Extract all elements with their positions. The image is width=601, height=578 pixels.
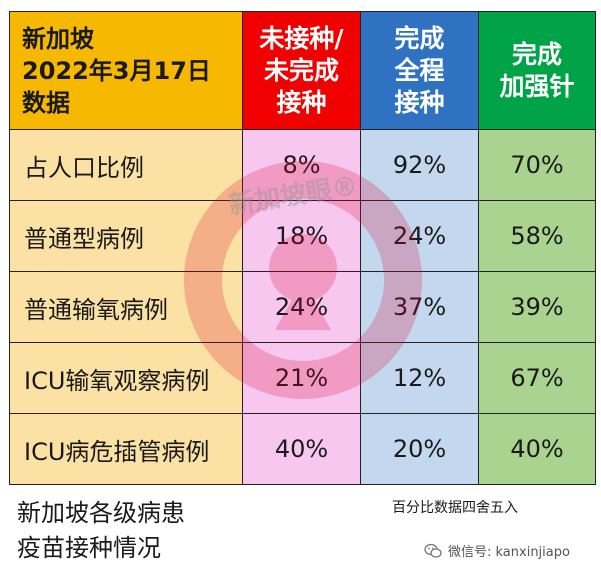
value-cell: 20%	[360, 413, 479, 485]
value-cell: 58%	[478, 200, 596, 272]
corner-line: 2022年3月17日	[22, 56, 211, 85]
value-cell: 40%	[478, 413, 596, 485]
header-boosted: 完成 加强针	[478, 11, 596, 130]
wechat-id: 微信号: kanxinjiapo	[424, 541, 570, 560]
value-cell: 21%	[242, 342, 361, 414]
caption: 新加坡各级病患 疫苗接种情况	[17, 496, 185, 566]
wechat-icon	[424, 543, 442, 558]
header-line: 未接种/	[259, 23, 344, 53]
vaccination-stats-table: 新加坡 2022年3月17日 数据 未接种/ 未完成 接种 完成 全程 接种 完…	[9, 11, 596, 485]
corner-line: 新加坡	[22, 24, 94, 53]
header-line: 全程	[394, 55, 445, 85]
table-row: 普通型病例 18% 24% 58%	[9, 200, 596, 272]
value-cell: 70%	[478, 129, 596, 201]
table-row: ICU输氧观察病例 21% 12% 67%	[9, 342, 596, 414]
table-row: 普通输氧病例 24% 37% 39%	[9, 271, 596, 343]
value-cell: 24%	[242, 271, 361, 343]
caption-line: 疫苗接种情况	[17, 534, 161, 562]
row-label: 普通型病例	[9, 200, 243, 272]
header-fully-vaccinated: 完成 全程 接种	[360, 11, 479, 130]
wechat-text: 微信号: kanxinjiapo	[448, 545, 570, 560]
header-unvaccinated: 未接种/ 未完成 接种	[242, 11, 361, 130]
row-label: 普通输氧病例	[9, 271, 243, 343]
corner-header: 新加坡 2022年3月17日 数据	[9, 11, 243, 130]
value-cell: 37%	[360, 271, 479, 343]
value-cell: 92%	[360, 129, 479, 201]
row-label: ICU输氧观察病例	[9, 342, 243, 414]
header-line: 完成	[511, 39, 562, 69]
value-cell: 24%	[360, 200, 479, 272]
row-label: 占人口比例	[9, 129, 243, 201]
table-row: ICU病危插管病例 40% 20% 40%	[9, 413, 596, 485]
value-cell: 40%	[242, 413, 361, 485]
header-line: 加强针	[499, 71, 575, 101]
table-row: 占人口比例 8% 92% 70%	[9, 129, 596, 201]
value-cell: 12%	[360, 342, 479, 414]
value-cell: 67%	[478, 342, 596, 414]
corner-line: 数据	[22, 88, 70, 117]
header-line: 接种	[394, 87, 445, 117]
header-row: 新加坡 2022年3月17日 数据 未接种/ 未完成 接种 完成 全程 接种 完…	[9, 11, 596, 130]
value-cell: 39%	[478, 271, 596, 343]
rounding-note: 百分比数据四舍五入	[392, 500, 518, 516]
header-line: 未完成	[263, 55, 339, 85]
header-line: 完成	[394, 23, 445, 53]
caption-line: 新加坡各级病患	[17, 499, 185, 527]
value-cell: 18%	[242, 200, 361, 272]
row-label: ICU病危插管病例	[9, 413, 243, 485]
header-line: 接种	[276, 87, 327, 117]
